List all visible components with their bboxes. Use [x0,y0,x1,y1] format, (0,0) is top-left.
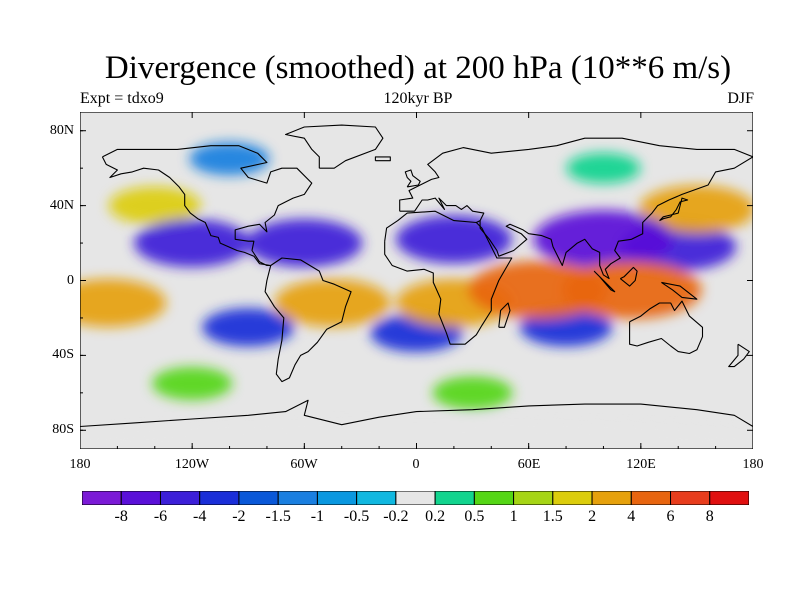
colorbar-label: -1.5 [265,508,291,525]
colorbar-label: 6 [666,508,675,525]
lon-label-180e: 180 [742,457,764,472]
field-cell-2 [152,366,233,400]
coastline-sumatra [593,270,616,293]
colorbar-label: -4 [193,508,207,525]
field-cell-6 [202,308,295,347]
coastline-arabia-link [476,220,481,223]
field-cell-10 [246,219,363,268]
colorbar-label: -0.2 [383,508,409,525]
colorbar-box-4 [238,491,279,505]
colorbar-box-5 [277,491,318,505]
coastline-madagascar [498,302,511,328]
lon-label-0: 0 [412,457,420,472]
lat-label-40n: 40N [49,198,74,213]
divergence-map [79,111,754,450]
colorbar-box-1 [120,491,161,505]
colorbar-box-3 [199,491,240,505]
coastline-north-america [101,145,313,267]
coastline-eurasia [399,137,753,280]
colorbar-label: -6 [153,508,168,525]
colorbar-box-11 [513,491,554,505]
field-cell-0 [80,421,753,449]
season-label: DJF [727,90,754,107]
field-cell-9 [134,219,251,268]
time-label: 120kyr BP [383,90,453,107]
coastline-uk [404,169,421,188]
coastline-australia [629,300,704,355]
colorbar-box-9 [434,491,475,505]
colorbar-box-13 [591,491,632,505]
colorbar-label: 1.5 [542,508,563,525]
colorbar-label: 1 [509,508,518,525]
field-cell-13 [638,185,753,234]
field-cell-17 [533,210,674,269]
coastline-antarctica [80,399,753,428]
colorbar-label: 8 [705,508,714,525]
field-cell-16 [80,278,167,327]
coastline-africa [384,210,513,345]
lon-label-60w: 60W [290,457,318,472]
field-cell-11 [395,215,512,264]
coastline-iceland [374,156,391,162]
colorbar-box-15 [670,491,711,505]
lat-label-40s: 40S [52,347,74,362]
colorbar-box-8 [395,491,436,505]
lat-label-80s: 80S [52,422,74,437]
colorbar-box-2 [159,491,201,505]
coastline-japan [659,197,689,222]
colorbar-label: -1 [310,508,325,525]
field-cell-19 [561,260,702,319]
colorbar-label: 0.5 [464,508,485,525]
plot-title: Divergence (smoothed) at 200 hPa (10**6 … [104,50,732,86]
colorbar-label: 2 [588,508,597,525]
lat-label-80n: 80N [49,123,74,138]
coastline-new-guinea [661,281,698,300]
colorbar-box-10 [473,491,515,505]
colorbar-box-14 [630,491,672,505]
colorbar-label: -2 [232,508,246,525]
coastline-south-america [264,257,352,383]
map-panel [79,111,754,450]
field-cell-1 [566,152,641,184]
coastline-borneo [619,266,638,287]
lon-label-180w: 180 [69,457,91,472]
colorbar-box-6 [316,491,358,505]
lon-label-60e: 60E [517,457,541,472]
lon-label-120e: 120E [626,457,656,472]
colorbar-box-12 [552,491,593,505]
lat-label-equator: 0 [67,273,74,288]
lon-label-120w: 120W [174,457,210,472]
experiment-label: Expt = tdxo9 [80,90,164,107]
colorbar-box-0 [82,491,122,505]
coastline-new-zealand [728,343,750,368]
colorbar-label: 0.2 [425,508,446,525]
colorbar-box-16 [709,491,749,505]
colorbar [82,491,749,505]
colorbar-box-7 [356,491,397,505]
colorbar-label: -8 [114,508,128,525]
colorbar-label: -0.5 [343,508,370,525]
field-cell-14 [274,278,391,327]
coastline-greenland [285,124,384,169]
field-cell-3 [432,376,513,410]
field-cell-5 [108,186,201,225]
colorbar-label: 4 [627,508,636,525]
